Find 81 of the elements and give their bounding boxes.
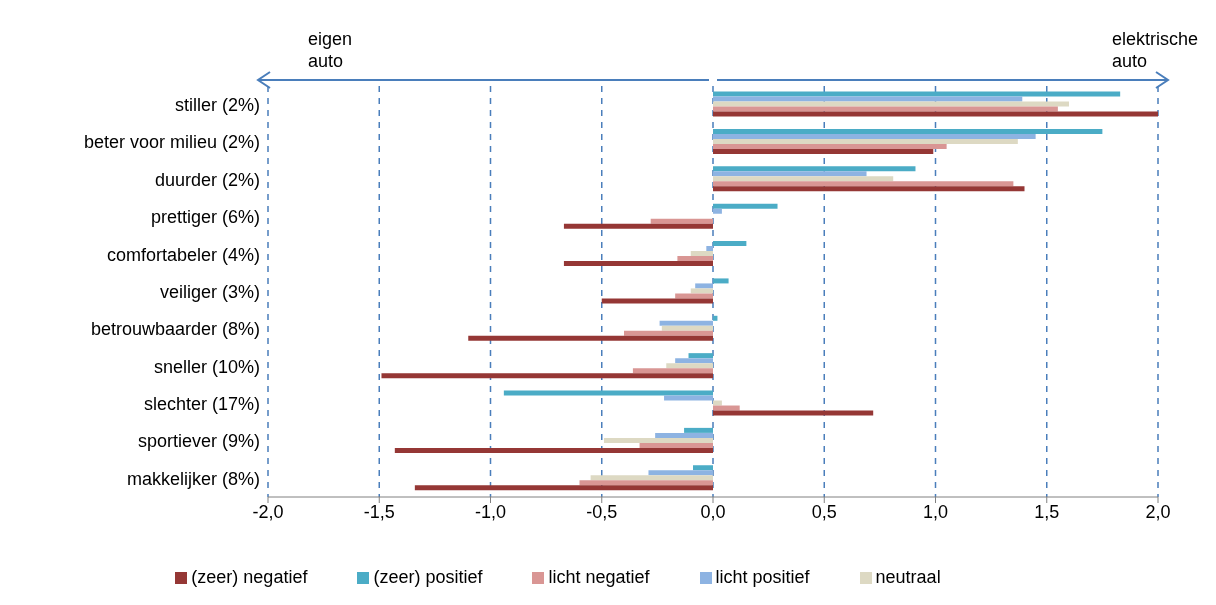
bar <box>713 208 722 214</box>
bar <box>692 465 713 471</box>
bar <box>650 218 713 224</box>
bar <box>688 353 713 359</box>
x-tick-label: 0,5 <box>811 501 837 522</box>
bar <box>503 390 713 396</box>
bar <box>675 358 713 364</box>
bar <box>713 241 747 247</box>
bar <box>713 181 1014 187</box>
y-tick-label: stiller (2%) <box>174 95 260 116</box>
bar <box>713 166 916 172</box>
bar <box>601 298 713 304</box>
legend-label: licht negatief <box>548 567 650 587</box>
bar <box>713 128 1103 134</box>
bar <box>713 315 718 321</box>
bar <box>713 106 1058 112</box>
bar <box>675 293 713 299</box>
bar <box>632 368 713 374</box>
bar <box>648 470 713 476</box>
bar <box>690 251 713 257</box>
bar <box>713 133 1036 139</box>
y-tick-label: betrouwbaarder (8%) <box>90 319 260 340</box>
bar <box>590 475 713 481</box>
bar <box>684 427 713 433</box>
bar <box>695 283 713 289</box>
bar <box>706 246 713 252</box>
bar <box>639 442 713 448</box>
bar <box>661 325 713 331</box>
bar <box>655 432 713 438</box>
y-tick-label: sneller (10%) <box>153 356 260 377</box>
y-tick-label: prettiger (6%) <box>150 207 260 228</box>
bar <box>579 480 713 486</box>
y-tick-label: duurder (2%) <box>154 169 260 190</box>
legend-label: licht positief <box>715 567 810 587</box>
x-tick-label: -2,0 <box>252 501 284 522</box>
x-tick-label: -1,0 <box>474 501 507 522</box>
bar <box>690 288 713 294</box>
bar <box>713 410 874 416</box>
legend-label: neutraal <box>875 567 941 587</box>
x-tick-label: 1,5 <box>1034 501 1060 522</box>
x-tick-label: 2,0 <box>1145 501 1171 522</box>
x-tick-label: -0,5 <box>586 501 618 522</box>
bar <box>713 101 1069 107</box>
bar <box>666 363 713 369</box>
bar <box>713 176 894 182</box>
legend-label: (zeer) negatief <box>191 567 308 587</box>
bar <box>624 330 713 336</box>
text: elektrische auto <box>1111 28 1198 72</box>
bar <box>713 171 867 177</box>
bar <box>664 395 713 401</box>
bar <box>381 373 713 379</box>
bar <box>713 278 729 284</box>
bar <box>563 261 713 267</box>
bar <box>713 91 1121 97</box>
bar <box>713 400 722 406</box>
bar <box>468 335 713 341</box>
bar <box>713 96 1023 102</box>
bar <box>414 485 713 491</box>
legend-label: (zeer) positief <box>373 567 483 587</box>
y-tick-label: veiliger (3%) <box>159 281 260 302</box>
bar <box>563 223 713 229</box>
y-tick-label: beter voor milieu (2%) <box>83 132 260 153</box>
bar <box>394 447 713 453</box>
bar <box>713 186 1025 192</box>
text: eigen auto <box>308 28 353 72</box>
y-tick-label: sportiever (9%) <box>137 431 260 452</box>
bar <box>713 405 740 411</box>
bar <box>713 148 934 154</box>
x-tick-label: -1,5 <box>363 501 395 522</box>
bar <box>677 256 713 262</box>
y-tick-label: slechter (17%) <box>143 393 260 414</box>
x-tick-label: 0,0 <box>700 501 726 522</box>
bar <box>713 203 778 209</box>
bar <box>603 437 713 443</box>
bar <box>713 111 1158 117</box>
bar <box>713 138 1018 144</box>
y-tick-label: comfortabeler (4%) <box>106 244 260 265</box>
bar <box>713 143 947 149</box>
bar <box>659 320 713 326</box>
y-tick-label: makkelijker (8%) <box>126 468 260 489</box>
x-tick-label: 1,0 <box>922 501 949 522</box>
